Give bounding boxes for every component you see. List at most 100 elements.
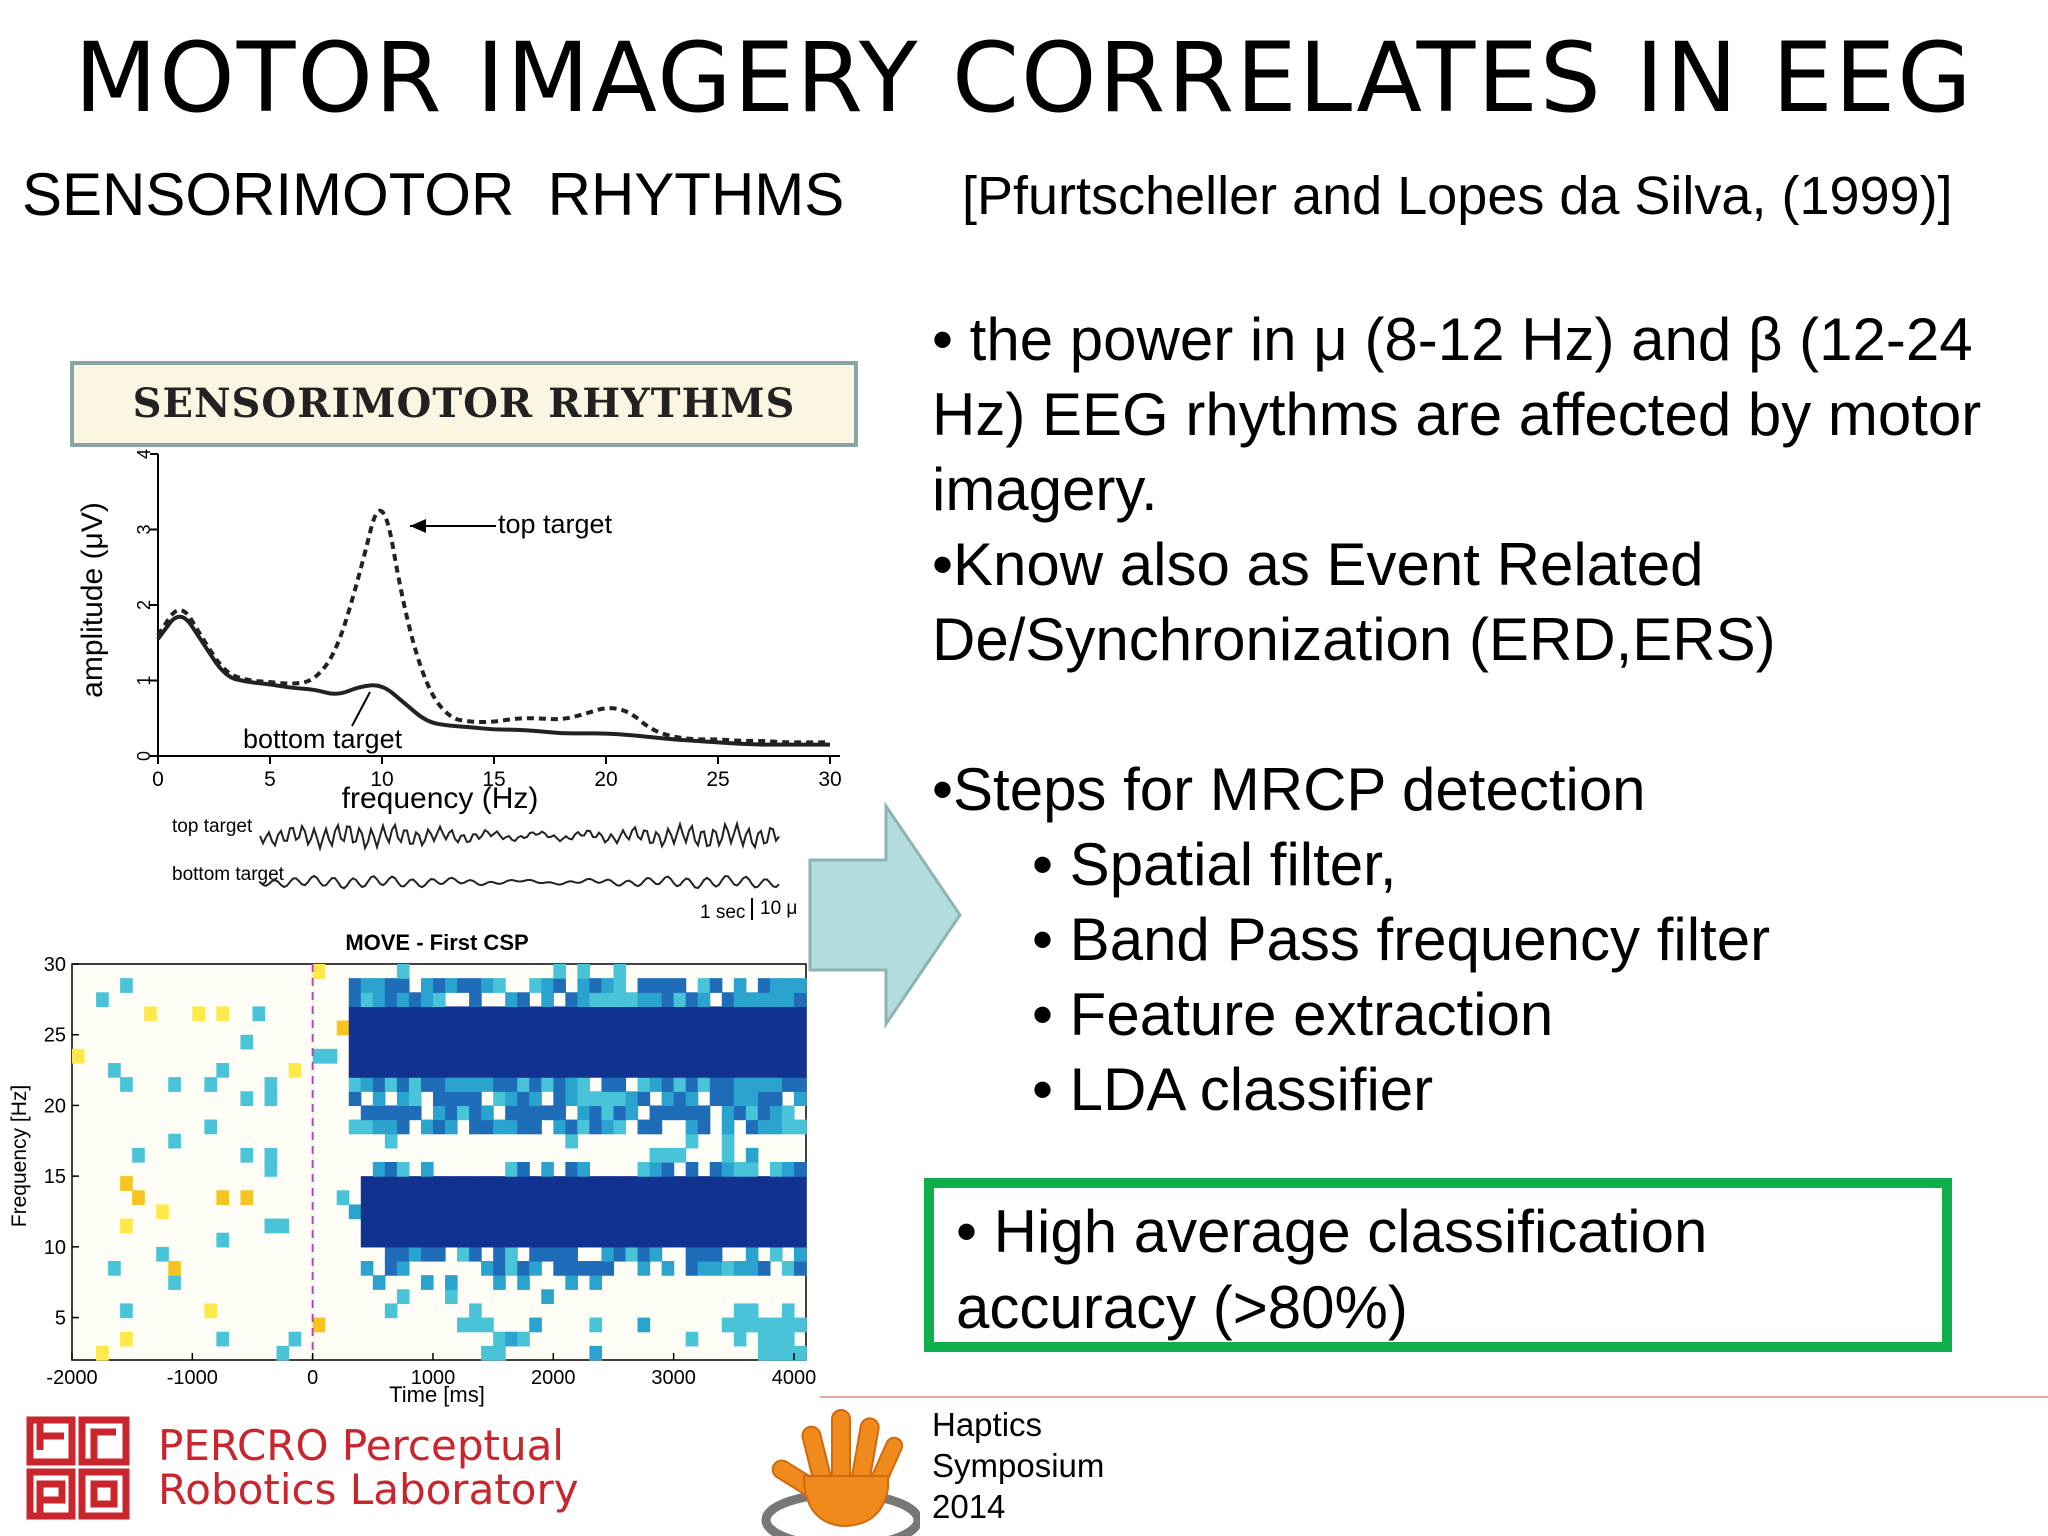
heatmap-cell: [553, 1246, 566, 1262]
heatmap-cell: [553, 1176, 566, 1191]
heatmap-cell: [769, 1317, 783, 1333]
heatmap-cell: [529, 1232, 542, 1248]
heatmap-cell: [685, 1091, 699, 1107]
heatmap-cell: [360, 992, 374, 1008]
heatmap-cell: [553, 1077, 566, 1092]
heatmap-cell: [372, 1077, 386, 1092]
heatmap-cell: [589, 1218, 603, 1234]
heatmap-cell: [625, 1006, 639, 1022]
heatmap-cell: [384, 1246, 398, 1262]
heatmap-cell: [721, 1077, 735, 1092]
heatmap-cell: [601, 992, 615, 1008]
heatmap-cell: [132, 1190, 145, 1206]
heatmap-cell: [721, 1034, 735, 1050]
heatmap-cell: [384, 1162, 398, 1177]
heatmap-cell: [565, 1091, 578, 1107]
heatmap-cell: [565, 1204, 578, 1220]
heatmap-cell: [625, 1091, 639, 1107]
heatmap-cell: [264, 1091, 278, 1107]
heatmap-cell: [637, 1020, 651, 1036]
heatmap-cell: [769, 1119, 783, 1135]
heatmap-cell: [517, 1331, 530, 1347]
heatmap-cell: [120, 978, 133, 993]
heatmap-cell: [469, 1232, 482, 1248]
heatmap-cell: [372, 1048, 386, 1064]
heatmap-cell: [481, 1119, 494, 1135]
heatmap-cell: [505, 1204, 518, 1220]
heatmap-cell: [613, 1218, 627, 1234]
heatmap-cell: [793, 1246, 807, 1262]
heatmap-cell: [793, 992, 807, 1008]
heatmap-cell: [721, 1105, 735, 1121]
heatmap-cell: [661, 1034, 675, 1050]
trace-label-top: top target: [172, 816, 253, 837]
heatmap-cell: [709, 1034, 723, 1050]
heatmap-cell: [673, 1147, 687, 1163]
heatmap-cell: [396, 1063, 410, 1078]
heatmap-cell: [457, 1176, 470, 1191]
heatmap-cell: [517, 992, 530, 1008]
heatmap-cell: [721, 992, 735, 1008]
heatmap-y-ticks: 5 10 15 20 25 30: [44, 954, 79, 1330]
heatmap-cell: [685, 1133, 699, 1149]
heatmap-cell: [781, 1077, 795, 1092]
heatmap-cell: [432, 1218, 446, 1234]
heatmap-cell: [685, 992, 699, 1008]
heatmap-cell: [541, 1218, 554, 1234]
heatmap-cell: [493, 1275, 506, 1290]
heatmap-cell: [685, 1176, 699, 1191]
heatmap-cell: [685, 1232, 699, 1248]
heatmap-cell: [372, 1176, 386, 1191]
heatmap-cell: [372, 1091, 386, 1107]
heatmap-cell: [757, 1034, 771, 1050]
heatmap-cell: [577, 1204, 591, 1220]
heatmap-cell: [781, 1162, 795, 1177]
heatmap-cell: [589, 978, 603, 993]
heatmap-cell: [781, 1190, 795, 1206]
x-tick-label: 4000: [772, 1367, 817, 1389]
heatmap-cell: [517, 1006, 530, 1022]
heatmap-cell: [769, 1105, 783, 1121]
heatmap-cell: [445, 1289, 458, 1305]
heatmap-cell: [649, 1176, 663, 1191]
heatmap-cell: [505, 1162, 518, 1177]
heatmap-cell: [360, 1105, 374, 1121]
heatmap-cell: [144, 1006, 157, 1022]
heatmap-cell: [577, 1034, 591, 1050]
y-tick-label: 20: [44, 1095, 66, 1117]
heatmap-cell: [709, 1204, 723, 1220]
heatmap-cell: [793, 1006, 807, 1022]
heatmap-cell: [432, 1077, 446, 1092]
heatmap-cell: [757, 1020, 771, 1036]
heatmap-cell: [601, 1034, 615, 1050]
heatmap-cell: [348, 1034, 362, 1050]
heatmap-cell: [348, 978, 362, 993]
heatmap-cell: [457, 978, 470, 993]
heatmap-cell: [673, 1091, 687, 1107]
steps-heading: •Steps for MRCP detection: [932, 756, 1646, 823]
heatmap-cell: [408, 1204, 422, 1220]
heatmap-cell: [577, 1077, 591, 1092]
heatmap-cell: [625, 1218, 639, 1234]
heatmap-cell: [637, 1232, 651, 1248]
heatmap-cell: [673, 1034, 687, 1050]
heatmap-cell: [781, 1345, 795, 1361]
heatmap-cell: [697, 1176, 711, 1191]
heatmap-cell: [505, 1331, 518, 1347]
heatmap-cell: [649, 1147, 663, 1163]
heatmap-cell: [396, 1105, 410, 1121]
heatmap-cell: [577, 1232, 591, 1248]
heatmap-cell: [396, 1006, 410, 1022]
heatmap-cell: [216, 1006, 230, 1022]
heatmap-cell: [565, 1246, 578, 1262]
heatmap-cell: [505, 1063, 518, 1078]
heatmap-cell: [420, 1034, 434, 1050]
heatmap-cell: [709, 1162, 723, 1177]
eeg-trace-top: [259, 820, 780, 852]
heatmap-cell: [745, 992, 759, 1008]
heatmap-cell: [481, 1063, 494, 1078]
heatmap-cell: [589, 1345, 603, 1361]
heatmap-cell: [769, 1063, 783, 1078]
heatmap-cell: [541, 1204, 554, 1220]
heatmap-cell: [661, 1091, 675, 1107]
